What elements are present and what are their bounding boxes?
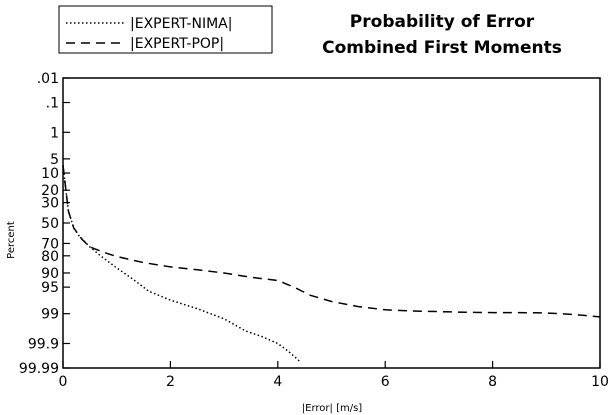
x-tick-label: 0 bbox=[59, 374, 68, 390]
legend-box bbox=[58, 5, 273, 54]
series-layer bbox=[62, 165, 601, 362]
y-axis-label: Percent bbox=[6, 221, 17, 259]
y-tick-label: 99 bbox=[41, 307, 59, 323]
x-tick-label: 6 bbox=[381, 374, 390, 390]
y-tick-label: 30 bbox=[41, 196, 59, 212]
y-tick-label: 50 bbox=[41, 216, 59, 232]
series-line-expert-pop bbox=[62, 165, 601, 318]
x-axis: 0 2 4 6 8 10 bbox=[59, 361, 609, 390]
y-tick-label: 99.9 bbox=[28, 336, 59, 352]
y-tick-label: 95 bbox=[41, 280, 59, 296]
x-axis-label: |Error| [m/s] bbox=[302, 403, 363, 414]
chart-title-line-2: Combined First Moments bbox=[322, 38, 562, 58]
chart-title-line-1: Probability of Error bbox=[350, 12, 535, 32]
legend-label-nima: |EXPERT-NIMA| bbox=[130, 16, 232, 32]
y-tick-label: 10 bbox=[41, 166, 59, 182]
x-tick-label: 4 bbox=[273, 374, 282, 390]
x-tick-label: 2 bbox=[166, 374, 175, 390]
y-tick-label: 80 bbox=[41, 249, 59, 265]
y-tick-label: 1 bbox=[50, 125, 59, 141]
y-tick-label: 20 bbox=[41, 183, 59, 199]
y-tick-label: .01 bbox=[37, 71, 59, 87]
legend: |EXPERT-NIMA| |EXPERT-POP| bbox=[58, 5, 273, 54]
y-tick-label: 99.99 bbox=[19, 361, 59, 377]
x-tick-label: 10 bbox=[591, 374, 609, 390]
legend-label-pop: |EXPERT-POP| bbox=[130, 36, 224, 52]
x-tick-label: 8 bbox=[488, 374, 497, 390]
y-tick-label: 70 bbox=[41, 236, 59, 252]
series-line-expert-nima bbox=[62, 165, 300, 362]
y-tick-label: 5 bbox=[50, 152, 59, 168]
y-tick-label: 90 bbox=[41, 266, 59, 282]
y-tick-label: .1 bbox=[46, 96, 59, 112]
plot-area-frame bbox=[62, 77, 601, 369]
